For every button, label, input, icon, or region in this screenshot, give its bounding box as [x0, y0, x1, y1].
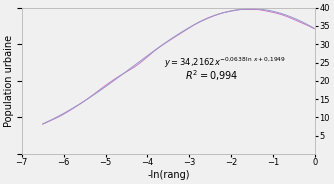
X-axis label: -ln(rang): -ln(rang): [147, 170, 190, 180]
Y-axis label: Population urbaine: Population urbaine: [4, 35, 14, 127]
Text: $y = 34{,}2162x^{-0{,}0638\,\ln\,x+0{,}1949}$: $y = 34{,}2162x^{-0{,}0638\,\ln\,x+0{,}1…: [164, 55, 286, 70]
Text: $R^2 = 0{,}994$: $R^2 = 0{,}994$: [185, 68, 238, 83]
